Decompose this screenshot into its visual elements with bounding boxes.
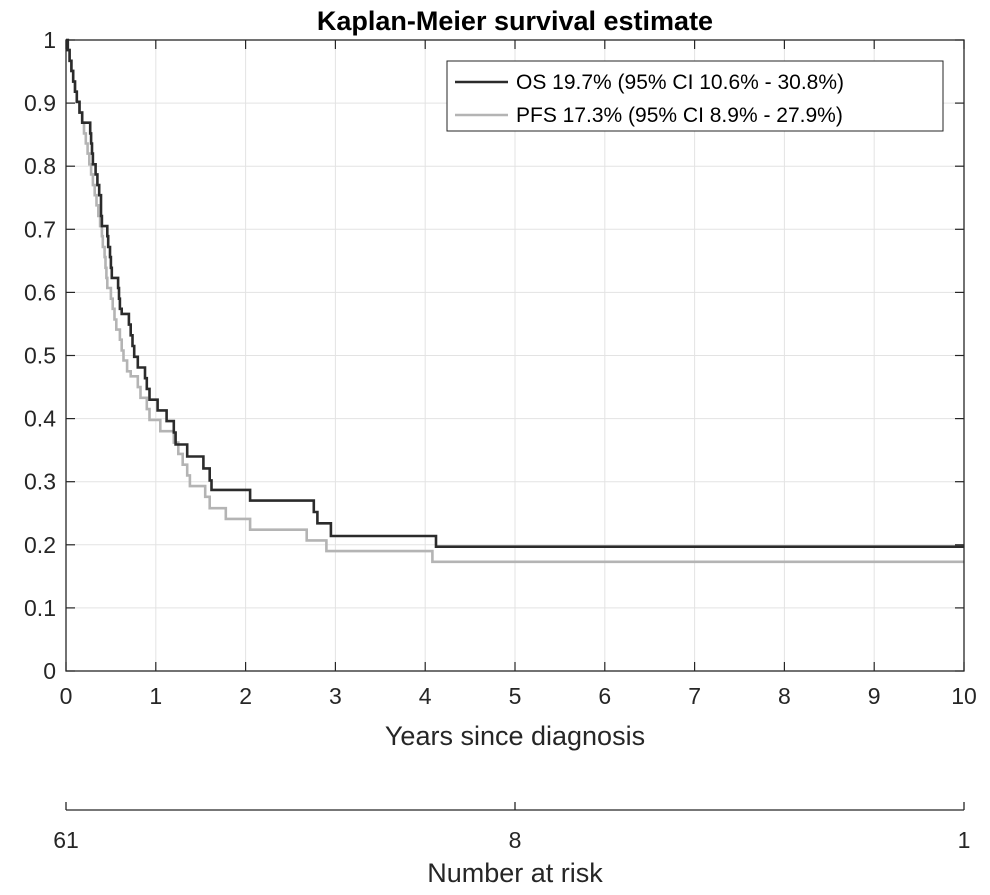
risk-ticks: 61 8 1: [53, 802, 970, 853]
x-tick-label: 5: [509, 683, 522, 709]
grid: [66, 40, 964, 671]
x-tick-label: 6: [598, 683, 611, 709]
legend: OS 19.7% (95% CI 10.6% - 30.8%) PFS 17.3…: [446, 60, 944, 132]
y-tick-label: 0.3: [24, 469, 56, 495]
y-tick-label: 0.4: [24, 406, 56, 432]
y-tick-label: 0: [43, 658, 56, 684]
series-layer: [66, 38, 964, 564]
y-tick-label: 1: [43, 27, 56, 53]
x-tick-label: 0: [60, 683, 73, 709]
x-tick-label: 4: [419, 683, 432, 709]
risk-table: 61 8 1 Number at risk: [53, 802, 970, 888]
y-tick-label: 0.1: [24, 595, 56, 621]
y-tick-label: 0.5: [24, 343, 56, 369]
risk-count-label: 1: [958, 827, 971, 853]
x-tick-label: 10: [951, 683, 977, 709]
y-tick-label: 0.8: [24, 153, 56, 179]
x-axis-label: Years since diagnosis: [385, 721, 645, 751]
y-tick-label: 0.9: [24, 90, 56, 116]
risk-axis-label: Number at risk: [427, 858, 603, 888]
legend-label-os: OS 19.7% (95% CI 10.6% - 30.8%): [516, 71, 844, 94]
x-tick-label: 1: [149, 683, 162, 709]
risk-count-label: 61: [53, 827, 79, 853]
y-tick-label: 0.7: [24, 216, 56, 242]
y-tick-label: 0.6: [24, 279, 56, 305]
x-tick-label: 3: [329, 683, 342, 709]
x-tick-label: 2: [239, 683, 252, 709]
x-tick-label: 7: [688, 683, 701, 709]
series-line-os: [66, 38, 964, 548]
y-axis-ticks: 0 0.1 0.2 0.3 0.4 0.5 0.6 0.7 0.8 0.9 1: [24, 27, 964, 684]
y-tick-label: 0.2: [24, 532, 56, 558]
legend-box: [446, 60, 944, 132]
chart-title: Kaplan-Meier survival estimate: [317, 6, 713, 36]
legend-label-pfs: PFS 17.3% (95% CI 8.9% - 27.9%): [516, 104, 843, 127]
x-tick-label: 8: [778, 683, 791, 709]
risk-count-label: 8: [509, 827, 522, 853]
x-tick-label: 9: [868, 683, 881, 709]
x-axis-ticks: 0 1 2 3 4 5 6 7 8 9 10: [60, 40, 977, 709]
